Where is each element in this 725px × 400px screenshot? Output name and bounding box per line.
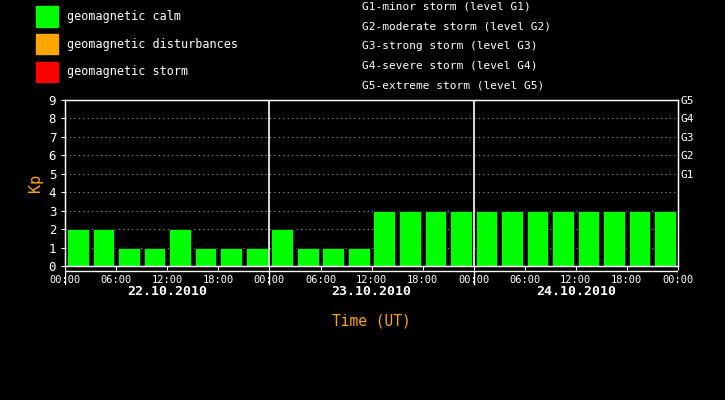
Bar [552,211,574,266]
Bar [425,211,446,266]
Bar [118,248,140,266]
Bar [93,229,115,266]
Bar [36,34,58,54]
Y-axis label: Kp: Kp [28,174,44,192]
Text: G4-severe storm (level G4): G4-severe storm (level G4) [362,61,538,71]
Bar [450,211,472,266]
Bar [220,248,242,266]
Bar [246,248,268,266]
Bar [67,229,89,266]
Bar [373,211,395,266]
Text: geomagnetic calm: geomagnetic calm [67,10,181,23]
Bar [578,211,600,266]
Text: G1-minor storm (level G1): G1-minor storm (level G1) [362,2,531,12]
Bar [36,6,58,27]
Bar [271,229,293,266]
Bar [297,248,318,266]
Bar [348,248,370,266]
Bar [501,211,523,266]
Text: geomagnetic disturbances: geomagnetic disturbances [67,38,238,51]
Text: G2-moderate storm (level G2): G2-moderate storm (level G2) [362,21,552,31]
Text: G5-extreme storm (level G5): G5-extreme storm (level G5) [362,80,544,90]
Bar [144,248,165,266]
Bar [323,248,344,266]
Text: 24.10.2010: 24.10.2010 [536,285,616,298]
Bar [169,229,191,266]
Text: geomagnetic storm: geomagnetic storm [67,65,188,78]
Bar [526,211,548,266]
Text: G3-strong storm (level G3): G3-strong storm (level G3) [362,41,538,51]
Bar [629,211,650,266]
Bar [195,248,217,266]
Bar [603,211,625,266]
Bar [654,211,676,266]
Text: Time (UT): Time (UT) [332,314,411,328]
Bar [36,62,58,82]
Bar [476,211,497,266]
Text: 23.10.2010: 23.10.2010 [331,285,412,298]
Bar [399,211,420,266]
Text: 22.10.2010: 22.10.2010 [128,285,207,298]
